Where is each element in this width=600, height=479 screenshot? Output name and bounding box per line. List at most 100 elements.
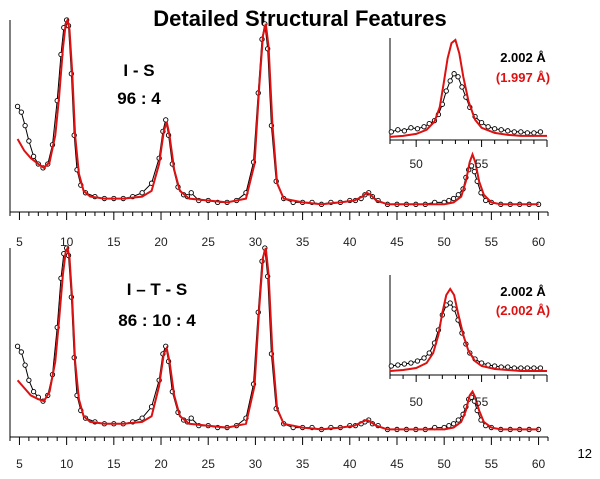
- slide-title: Detailed Structural Features: [153, 6, 447, 31]
- observed-point: [26, 377, 32, 383]
- x-tick-label: 25: [202, 457, 216, 471]
- inset-observed-point: [451, 71, 457, 77]
- x-tick-label: 40: [343, 457, 357, 471]
- x-tick-label: 20: [154, 457, 168, 471]
- inset-observed-point: [447, 78, 453, 84]
- observed-point: [188, 190, 194, 196]
- inset-observed-point: [447, 300, 453, 306]
- inset-observed-point: [455, 74, 461, 80]
- inset-observed-point: [531, 365, 537, 371]
- inset-tick-label: 55: [475, 395, 489, 409]
- inset-observed-point: [485, 124, 491, 130]
- inset-observed-point: [414, 126, 421, 132]
- ratio-label: 86 : 10 : 4: [118, 311, 196, 330]
- observed-point: [455, 192, 461, 198]
- inset-observed-point: [524, 130, 531, 136]
- inset-observed-point: [537, 365, 544, 371]
- inset-observed-point: [451, 306, 457, 312]
- x-tick-label: 10: [60, 457, 74, 471]
- x-tick-label: 45: [390, 457, 404, 471]
- inset-observed-line: [391, 302, 541, 369]
- inset-observed-point: [401, 128, 408, 134]
- inset-observed-point: [421, 124, 427, 130]
- page-number: 12: [577, 446, 592, 461]
- x-tick-label: 55: [485, 235, 499, 249]
- inset-observed-point: [443, 88, 449, 94]
- observed-point: [139, 190, 145, 196]
- observed-point: [30, 153, 37, 159]
- x-tick-label: 40: [343, 235, 357, 249]
- observed-point: [22, 362, 28, 368]
- inset-calculated-line: [389, 287, 547, 372]
- observed-point: [163, 117, 169, 123]
- observed-point: [483, 197, 489, 204]
- observed-point: [14, 103, 21, 110]
- x-tick-label: 55: [485, 457, 499, 471]
- x-tick-label: 25: [202, 235, 216, 249]
- inset-observed-point: [492, 126, 498, 132]
- inset-observed-point: [498, 127, 504, 133]
- inset-observed-point: [537, 129, 544, 135]
- x-tick-label: 60: [532, 235, 546, 249]
- inset-observed-point: [421, 355, 427, 361]
- observed-point: [188, 415, 194, 421]
- sample-label: I – T - S: [127, 280, 187, 299]
- inset-background: [390, 275, 547, 375]
- d-spacing-calculated: (1.997 Å): [496, 70, 550, 85]
- inset-observed-point: [388, 129, 394, 135]
- x-tick-label: 30: [249, 235, 263, 249]
- chart-panel-2: 5 10 15 20 25 30 35 40 45 50 55 60 I – T - S 86 : 10 …: [9, 244, 550, 471]
- ratio-label: 96 : 4: [117, 89, 161, 108]
- inset-observed-point: [511, 129, 517, 135]
- x-tick-label: 35: [296, 457, 310, 471]
- x-tick-label: 5: [16, 235, 23, 249]
- inset-panel: 50 55 2.002 Å (1.997 Å): [388, 38, 550, 171]
- x-tick-label: 50: [437, 235, 451, 249]
- observed-point: [139, 415, 145, 421]
- inset-observed-point: [408, 125, 414, 131]
- d-spacing-calculated: (2.002 Å): [496, 303, 550, 318]
- inset-tick-label: 50: [409, 395, 423, 409]
- inset-observed-point: [478, 120, 485, 126]
- chart-panel-1: 5 10 15 20 25 30 35 40 45 50 55 60 I - S 96 : 4 50 55 2.…: [9, 16, 550, 249]
- observed-point: [450, 195, 457, 202]
- inset-observed-point: [505, 128, 511, 134]
- inset-observed-point: [395, 127, 401, 133]
- inset-observed-point: [414, 358, 421, 364]
- observed-point: [18, 109, 24, 115]
- x-tick-label: 10: [60, 235, 74, 249]
- d-spacing-observed: 2.002 Å: [500, 284, 546, 299]
- inset-observed-point: [408, 360, 414, 366]
- inset-observed-point: [518, 129, 524, 135]
- x-tick-label: 15: [107, 457, 121, 471]
- inset-observed-point: [518, 365, 524, 371]
- observed-point: [22, 122, 28, 129]
- observed-point: [26, 138, 32, 144]
- inset-observed-point: [524, 365, 531, 371]
- observed-point: [18, 349, 24, 355]
- calculated-line: [16, 244, 539, 431]
- x-tick-label: 60: [532, 457, 546, 471]
- observed-point: [450, 421, 457, 427]
- inset-calculated-line: [389, 38, 547, 138]
- inset-observed-point: [505, 364, 511, 370]
- inset-observed-point: [459, 84, 465, 90]
- x-tick-label: 45: [390, 235, 404, 249]
- observed-point: [455, 417, 461, 423]
- x-tick-label: 30: [249, 457, 263, 471]
- x-tick-label: 35: [296, 235, 310, 249]
- x-tick-label: 5: [16, 457, 23, 471]
- sample-label: I - S: [123, 61, 154, 80]
- x-tick-label: 15: [107, 235, 121, 249]
- inset-tick-label: 50: [409, 157, 423, 171]
- inset-observed-line: [391, 72, 541, 134]
- inset-observed-point: [426, 350, 432, 356]
- d-spacing-observed: 2.002 Å: [500, 50, 546, 65]
- inset-tick-label: 55: [475, 157, 489, 171]
- inset-observed-point: [395, 362, 401, 368]
- x-tick-label: 20: [154, 235, 168, 249]
- inset-observed-point: [531, 130, 537, 136]
- inset-observed-point: [388, 363, 394, 369]
